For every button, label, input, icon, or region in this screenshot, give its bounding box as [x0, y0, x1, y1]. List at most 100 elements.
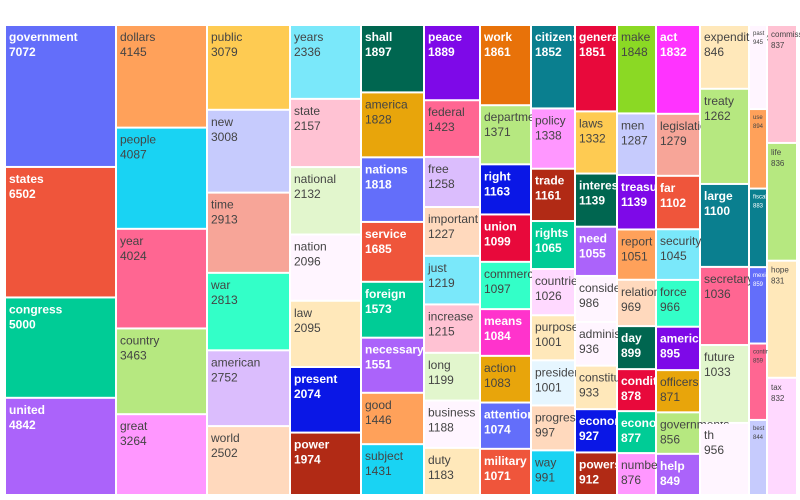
treemap-label: world — [210, 431, 240, 445]
treemap-rect — [481, 26, 530, 105]
treemap-label: countries — [535, 274, 584, 288]
treemap-value: 945 — [753, 40, 764, 46]
treemap-rect — [291, 301, 360, 367]
treemap-rect — [6, 26, 115, 166]
treemap-value: 936 — [579, 342, 599, 356]
treemap-value: 1055 — [579, 247, 606, 261]
treemap-value: 1065 — [535, 241, 562, 255]
treemap-value: 2132 — [294, 187, 321, 201]
treemap-tile-best: best 844 — [750, 420, 766, 494]
treemap-value: 1551 — [365, 358, 392, 372]
treemap-rect — [768, 261, 796, 377]
treemap-value: 895 — [660, 347, 680, 361]
treemap-label: treaty — [704, 94, 734, 108]
treemap-rect — [576, 276, 616, 321]
treemap-rect — [6, 398, 115, 494]
treemap-rect — [425, 353, 479, 400]
treemap-label: power — [294, 438, 330, 452]
treemap-rect — [750, 189, 766, 267]
treemap-value: 1279 — [660, 134, 687, 148]
treemap-rect — [618, 114, 655, 174]
treemap-label: citizens — [535, 30, 579, 44]
treemap-value: 1083 — [484, 376, 511, 390]
treemap-label: large — [704, 189, 733, 203]
treemap-rect — [208, 110, 289, 192]
treemap-rect — [481, 215, 530, 261]
treemap-value: 1139 — [579, 194, 605, 208]
treemap-label: national — [294, 172, 336, 186]
treemap-value: 2096 — [294, 254, 321, 268]
treemap-value: 2095 — [294, 321, 321, 335]
treemap-rect — [532, 169, 574, 221]
treemap-label: united — [9, 403, 45, 417]
treemap-rect — [362, 393, 423, 444]
treemap-label: purpose — [535, 320, 579, 334]
treemap-value: 3264 — [120, 434, 147, 448]
treemap-rect — [576, 322, 616, 365]
treemap-value: 859 — [753, 282, 764, 288]
treemap-value: 969 — [621, 300, 641, 314]
treemap-rect — [657, 280, 699, 326]
treemap-label: treasury — [621, 180, 669, 194]
treemap-value: 933 — [579, 386, 599, 400]
treemap-value: 1051 — [621, 249, 648, 263]
treemap-value: 1001 — [535, 380, 562, 394]
treemap-rect — [208, 193, 289, 272]
treemap-value: 1219 — [428, 276, 455, 290]
treemap-label: commission — [771, 30, 800, 39]
treemap-rect — [481, 106, 530, 164]
treemap-rect — [481, 310, 530, 355]
treemap-label: long — [428, 358, 451, 372]
treemap-label: mexico — [753, 273, 773, 279]
treemap-value: 836 — [771, 159, 785, 168]
treemap-rect — [291, 235, 360, 300]
treemap-value: 1832 — [660, 45, 687, 59]
treemap-value: 1026 — [535, 289, 562, 303]
treemap-rect — [291, 433, 360, 494]
treemap-rect — [750, 110, 766, 188]
treemap-rect — [425, 157, 479, 207]
treemap-label: dollars — [120, 30, 155, 44]
treemap-rect — [768, 143, 796, 260]
treemap-value: 831 — [771, 277, 785, 286]
treemap-rect — [425, 208, 479, 255]
treemap-value: 871 — [660, 390, 680, 404]
treemap-rect — [701, 267, 748, 345]
treemap-label: federal — [428, 105, 465, 119]
treemap-rect — [208, 351, 289, 426]
treemap-rect — [425, 26, 479, 100]
treemap-rect — [481, 449, 530, 494]
treemap-rect — [618, 26, 655, 113]
treemap-rect — [532, 26, 574, 108]
treemap-value: 1033 — [704, 365, 731, 379]
treemap-rect — [425, 305, 479, 352]
treemap-label: state — [294, 104, 320, 118]
treemap-rect — [362, 93, 423, 157]
